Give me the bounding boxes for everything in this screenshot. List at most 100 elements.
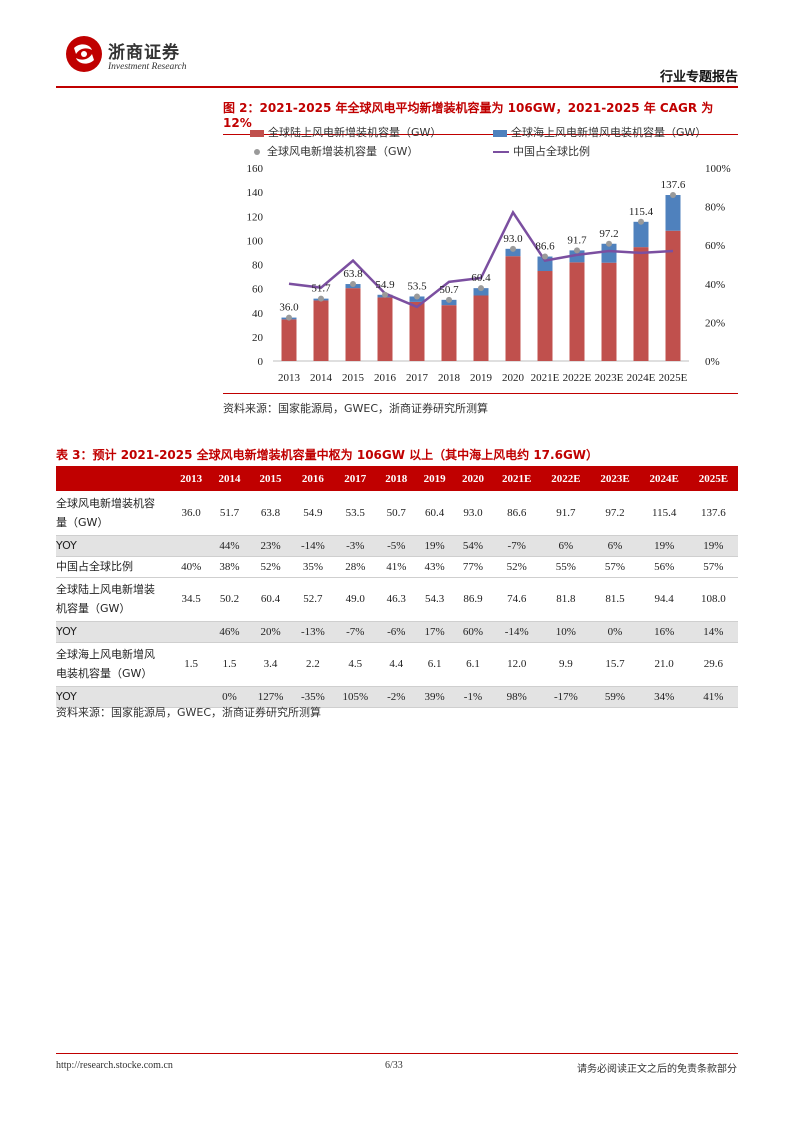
table-cell: 91.7 xyxy=(556,506,576,519)
legend-swatch-china-share xyxy=(493,151,509,153)
x-tick-label: 2016 xyxy=(374,372,397,384)
table-cell: -17% xyxy=(541,686,591,707)
table-cell: 115.4 xyxy=(652,506,677,519)
bar-onshore xyxy=(281,319,297,361)
y2-tick-label: 80% xyxy=(705,202,725,214)
table-cell: 0% xyxy=(590,621,640,642)
line-china-share xyxy=(288,209,674,309)
table-cell: 50.2 xyxy=(219,593,240,605)
x-tick-label: 2018 xyxy=(438,372,461,384)
table-row: 全球陆上风电新增装 机容量（GW） 34.5 50.2 60.4 52.7 49.0 46.3… xyxy=(56,577,738,621)
bar-onshore xyxy=(601,262,617,361)
table-cell: 60% xyxy=(453,621,493,642)
legend-label-total: 全球风电新增装机容量（GW） xyxy=(267,145,419,158)
bar-onshore xyxy=(377,297,393,361)
table-cell: 50.7 xyxy=(386,506,406,519)
row-label: YOY xyxy=(56,535,172,556)
table-cell: 77% xyxy=(462,560,484,573)
table-cell: -13% xyxy=(292,621,334,642)
table-cell: 49.0 xyxy=(345,593,365,605)
table-cell: 60.4 xyxy=(260,593,281,605)
point-total xyxy=(350,281,356,288)
data-label-total: 63.8 xyxy=(343,268,363,280)
column-header: 2020 xyxy=(453,466,493,491)
x-tick-label: 2022E xyxy=(563,372,592,384)
table-cell: 34% xyxy=(639,686,689,707)
column-header: 2018 xyxy=(377,466,416,491)
table-cell: 52% xyxy=(260,560,281,573)
column-header: 2022E xyxy=(541,466,591,491)
data-label-total: 51.7 xyxy=(311,283,331,295)
table-cell: 93.0 xyxy=(463,506,483,519)
column-header: 2014 xyxy=(210,466,249,491)
y2-tick-label: 100% xyxy=(705,163,731,175)
y-tick-label: 100 xyxy=(247,235,264,247)
table-cell: -6% xyxy=(377,621,416,642)
column-header: 2015 xyxy=(248,466,293,491)
point-total xyxy=(382,291,388,298)
table-cell: 137.6 xyxy=(701,506,726,519)
bar-onshore xyxy=(537,271,553,361)
bar-onshore xyxy=(473,295,489,361)
legend-item-total: 全球风电新增装机容量（GW） xyxy=(250,143,418,159)
table-cell: -1% xyxy=(453,686,493,707)
column-header: 2024E xyxy=(639,466,689,491)
y2-tick-label: 60% xyxy=(705,240,725,252)
y-tick-label: 0 xyxy=(258,356,264,368)
point-total xyxy=(318,295,324,302)
table-cell: 20% xyxy=(248,621,293,642)
table-cell: 57% xyxy=(604,560,626,573)
data-label-total: 54.9 xyxy=(375,279,395,291)
x-tick-label: 2021E xyxy=(531,372,560,384)
bar-offshore xyxy=(601,243,617,263)
y-tick-label: 60 xyxy=(252,284,264,296)
table-cell: 63.8 xyxy=(260,506,281,519)
point-total xyxy=(542,253,548,260)
table-cell: 53.5 xyxy=(345,506,365,519)
bar-offshore xyxy=(665,195,681,231)
bar-onshore xyxy=(569,262,585,361)
table-cell xyxy=(172,535,211,556)
table-cell: 19% xyxy=(639,535,689,556)
table-cell: 94.4 xyxy=(654,593,674,605)
footer-disclaimer: 请务必阅读正文之后的免责条款部分 xyxy=(577,1064,737,1075)
point-total xyxy=(638,218,644,225)
bar-onshore xyxy=(313,300,329,361)
y-tick-label: 160 xyxy=(247,163,264,175)
legend-item-onshore: 全球陆上风电新增装机容量（GW） xyxy=(250,124,441,140)
legend-label-onshore: 全球陆上风电新增装机容量（GW） xyxy=(268,126,442,139)
table-cell: 98% xyxy=(492,686,542,707)
table-title: 表 3：预计 2021-2025 全球风电新增装机容量中枢为 106GW 以上（… xyxy=(56,448,599,462)
table-cell: 19% xyxy=(688,535,738,556)
table-cell: 127% xyxy=(248,686,293,707)
table-cell: 86.9 xyxy=(463,593,483,605)
bar-offshore xyxy=(569,250,585,263)
table-cell: 46% xyxy=(210,621,249,642)
table-cell: 97.2 xyxy=(605,506,625,519)
data-label-total: 60.4 xyxy=(471,272,491,284)
table-cell: 51.7 xyxy=(219,506,240,519)
bar-onshore xyxy=(665,230,681,361)
data-label-total: 93.0 xyxy=(503,233,523,245)
table-cell: 39% xyxy=(415,686,454,707)
point-total xyxy=(478,285,484,292)
header-divider xyxy=(56,86,738,88)
table-cell: 9.9 xyxy=(558,658,573,670)
figure-bottom-divider xyxy=(223,393,738,394)
table-cell: 41% xyxy=(688,686,738,707)
y-tick-label: 20 xyxy=(252,332,264,344)
table-cell: 40% xyxy=(181,560,202,573)
y2-tick-label: 0% xyxy=(705,356,720,368)
data-label-total: 50.7 xyxy=(439,284,459,296)
table-cell: 21.0 xyxy=(654,658,674,670)
bar-onshore xyxy=(409,301,425,361)
bar-onshore xyxy=(633,247,649,361)
x-tick-label: 2017 xyxy=(406,372,429,384)
table-cell: 28% xyxy=(345,560,366,573)
table-cell: 1.5 xyxy=(184,658,199,670)
bar-onshore xyxy=(441,305,457,361)
table-cell: 86.6 xyxy=(507,506,527,519)
x-tick-label: 2023E xyxy=(595,372,624,384)
table-cell: 41% xyxy=(386,560,407,573)
x-tick-label: 2019 xyxy=(470,372,493,384)
